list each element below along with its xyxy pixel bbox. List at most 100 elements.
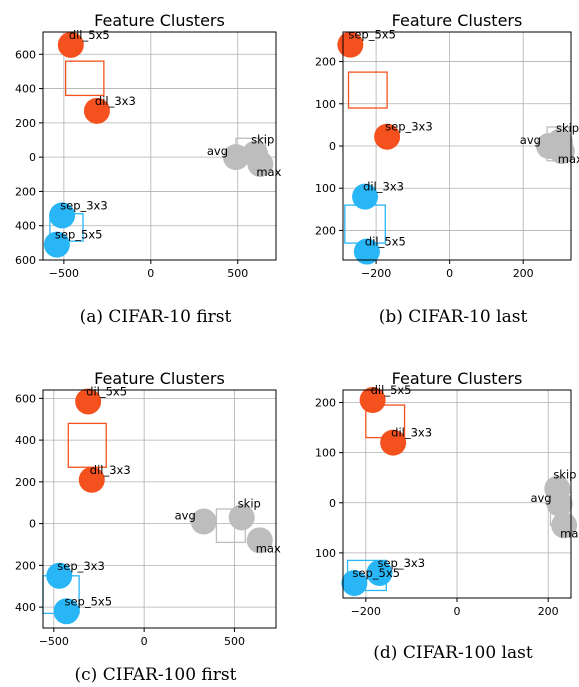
- point-sep_5x5: [341, 569, 368, 596]
- x-tick-label: −500: [39, 635, 69, 648]
- y-tick-label: 400: [15, 601, 36, 614]
- point-avg: [223, 144, 250, 171]
- point-label-dil_3x3: dil_3x3: [90, 463, 131, 477]
- y-tick-label: 100: [315, 447, 336, 460]
- y-tick-label: 200: [315, 224, 336, 237]
- point-max: [247, 151, 274, 177]
- point-label-dil_5x5: dil_5x5: [365, 235, 406, 249]
- point-max: [548, 138, 575, 165]
- point-sep_3x3: [374, 123, 401, 150]
- point-sep_3x3: [366, 559, 393, 586]
- y-tick-label: 200: [315, 56, 336, 69]
- point-dil_3x3: [78, 466, 105, 493]
- x-tick-label: 0: [454, 605, 461, 618]
- point-label-avg: avg: [207, 144, 228, 158]
- point-label-sep_3x3: sep_3x3: [57, 559, 105, 573]
- point-label-sep_3x3: sep_3x3: [385, 120, 433, 134]
- point-label-dil_3x3: dil_3x3: [363, 180, 404, 194]
- point-label-avg: avg: [175, 509, 196, 523]
- point-dil_3x3: [83, 97, 110, 124]
- point-sep_3x3: [49, 202, 76, 229]
- y-tick-label: 0: [29, 518, 36, 531]
- point-label-dil_3x3: dil_3x3: [95, 94, 136, 108]
- point-label-sep_5x5: sep_5x5: [64, 594, 112, 608]
- x-tick-label: −500: [49, 267, 79, 280]
- x-tick-label: 500: [227, 267, 248, 280]
- x-tick-label: 200: [513, 267, 534, 280]
- y-tick-label: 0: [329, 140, 336, 153]
- chart-panel-4: Feature Clustersdil_5x5dil_3x3skipavgmax…: [315, 369, 579, 663]
- y-tick-label: 100: [315, 98, 336, 111]
- point-label-sep_5x5: sep_5x5: [352, 566, 400, 580]
- point-dil_3x3: [352, 183, 379, 210]
- x-tick-label: 200: [538, 605, 559, 618]
- point-label-skip: skip: [556, 121, 579, 135]
- point-avg: [190, 508, 217, 535]
- point-label-skip: skip: [251, 133, 274, 147]
- cluster-box-orange: [347, 71, 388, 109]
- point-label-max: max: [558, 152, 579, 166]
- y-tick-label: 0: [29, 151, 36, 164]
- y-tick-label: 600: [15, 48, 36, 61]
- chart-title: Feature Clusters: [94, 11, 225, 30]
- y-tick-label: 600: [15, 254, 36, 267]
- point-dil_3x3: [380, 429, 407, 456]
- y-tick-label: 0: [329, 497, 336, 510]
- chart-caption: (c) CIFAR-100 first: [75, 665, 237, 685]
- point-dil_5x5: [353, 238, 380, 265]
- point-label-sep_5x5: sep_5x5: [348, 28, 396, 42]
- x-tick-label: 0: [147, 267, 154, 280]
- point-label-sep_3x3: sep_3x3: [377, 556, 425, 570]
- chart-title: Feature Clusters: [94, 369, 225, 388]
- point-sep_5x5: [337, 31, 364, 58]
- y-tick-label: 200: [315, 397, 336, 410]
- x-tick-label: −200: [351, 605, 381, 618]
- y-tick-label: 400: [15, 220, 36, 233]
- point-label-sep_3x3: sep_3x3: [60, 198, 108, 212]
- point-sep_3x3: [46, 562, 73, 589]
- point-dil_5x5: [57, 31, 84, 58]
- point-label-max: max: [256, 165, 281, 179]
- x-tick-label: −200: [361, 267, 391, 280]
- y-tick-label: 600: [15, 392, 36, 405]
- cluster-box-orange: [64, 60, 105, 97]
- chart-title: Feature Clusters: [392, 369, 523, 388]
- point-label-dil_3x3: dil_3x3: [391, 426, 432, 440]
- chart-caption: (d) CIFAR-100 last: [373, 643, 533, 663]
- axes-frame: [42, 389, 277, 629]
- point-label-skip: skip: [553, 468, 576, 482]
- point-label-sep_5x5: sep_5x5: [55, 228, 103, 242]
- point-label-avg: avg: [520, 133, 541, 147]
- chart-caption: (a) CIFAR-10 first: [80, 307, 232, 327]
- point-avg: [546, 490, 573, 517]
- cluster-box-orange: [67, 422, 107, 468]
- point-label-max: max: [256, 541, 281, 555]
- point-label-dil_5x5: dil_5x5: [86, 384, 127, 398]
- y-tick-label: 200: [15, 559, 36, 572]
- x-tick-label: 0: [141, 635, 148, 648]
- point-label-avg: avg: [530, 491, 551, 505]
- point-sep_5x5: [53, 598, 80, 625]
- x-tick-label: 500: [224, 635, 245, 648]
- point-dil_5x5: [359, 387, 386, 414]
- point-max: [246, 527, 273, 554]
- y-tick-label: 200: [15, 117, 36, 130]
- point-sep_5x5: [43, 231, 70, 258]
- y-tick-label: 400: [15, 434, 36, 447]
- point-label-dil_5x5: dil_5x5: [69, 28, 110, 42]
- chart-caption: (b) CIFAR-10 last: [379, 307, 528, 327]
- point-skip: [228, 504, 255, 531]
- point-dil_5x5: [75, 388, 102, 415]
- axes-frame: [42, 31, 277, 261]
- y-tick-label: 100: [315, 547, 336, 560]
- y-tick-label: 200: [15, 476, 36, 489]
- y-tick-label: 200: [15, 185, 36, 198]
- x-tick-label: 0: [446, 267, 453, 280]
- chart-title: Feature Clusters: [392, 11, 523, 30]
- y-tick-label: 100: [315, 182, 336, 195]
- point-label-max: max: [560, 526, 579, 540]
